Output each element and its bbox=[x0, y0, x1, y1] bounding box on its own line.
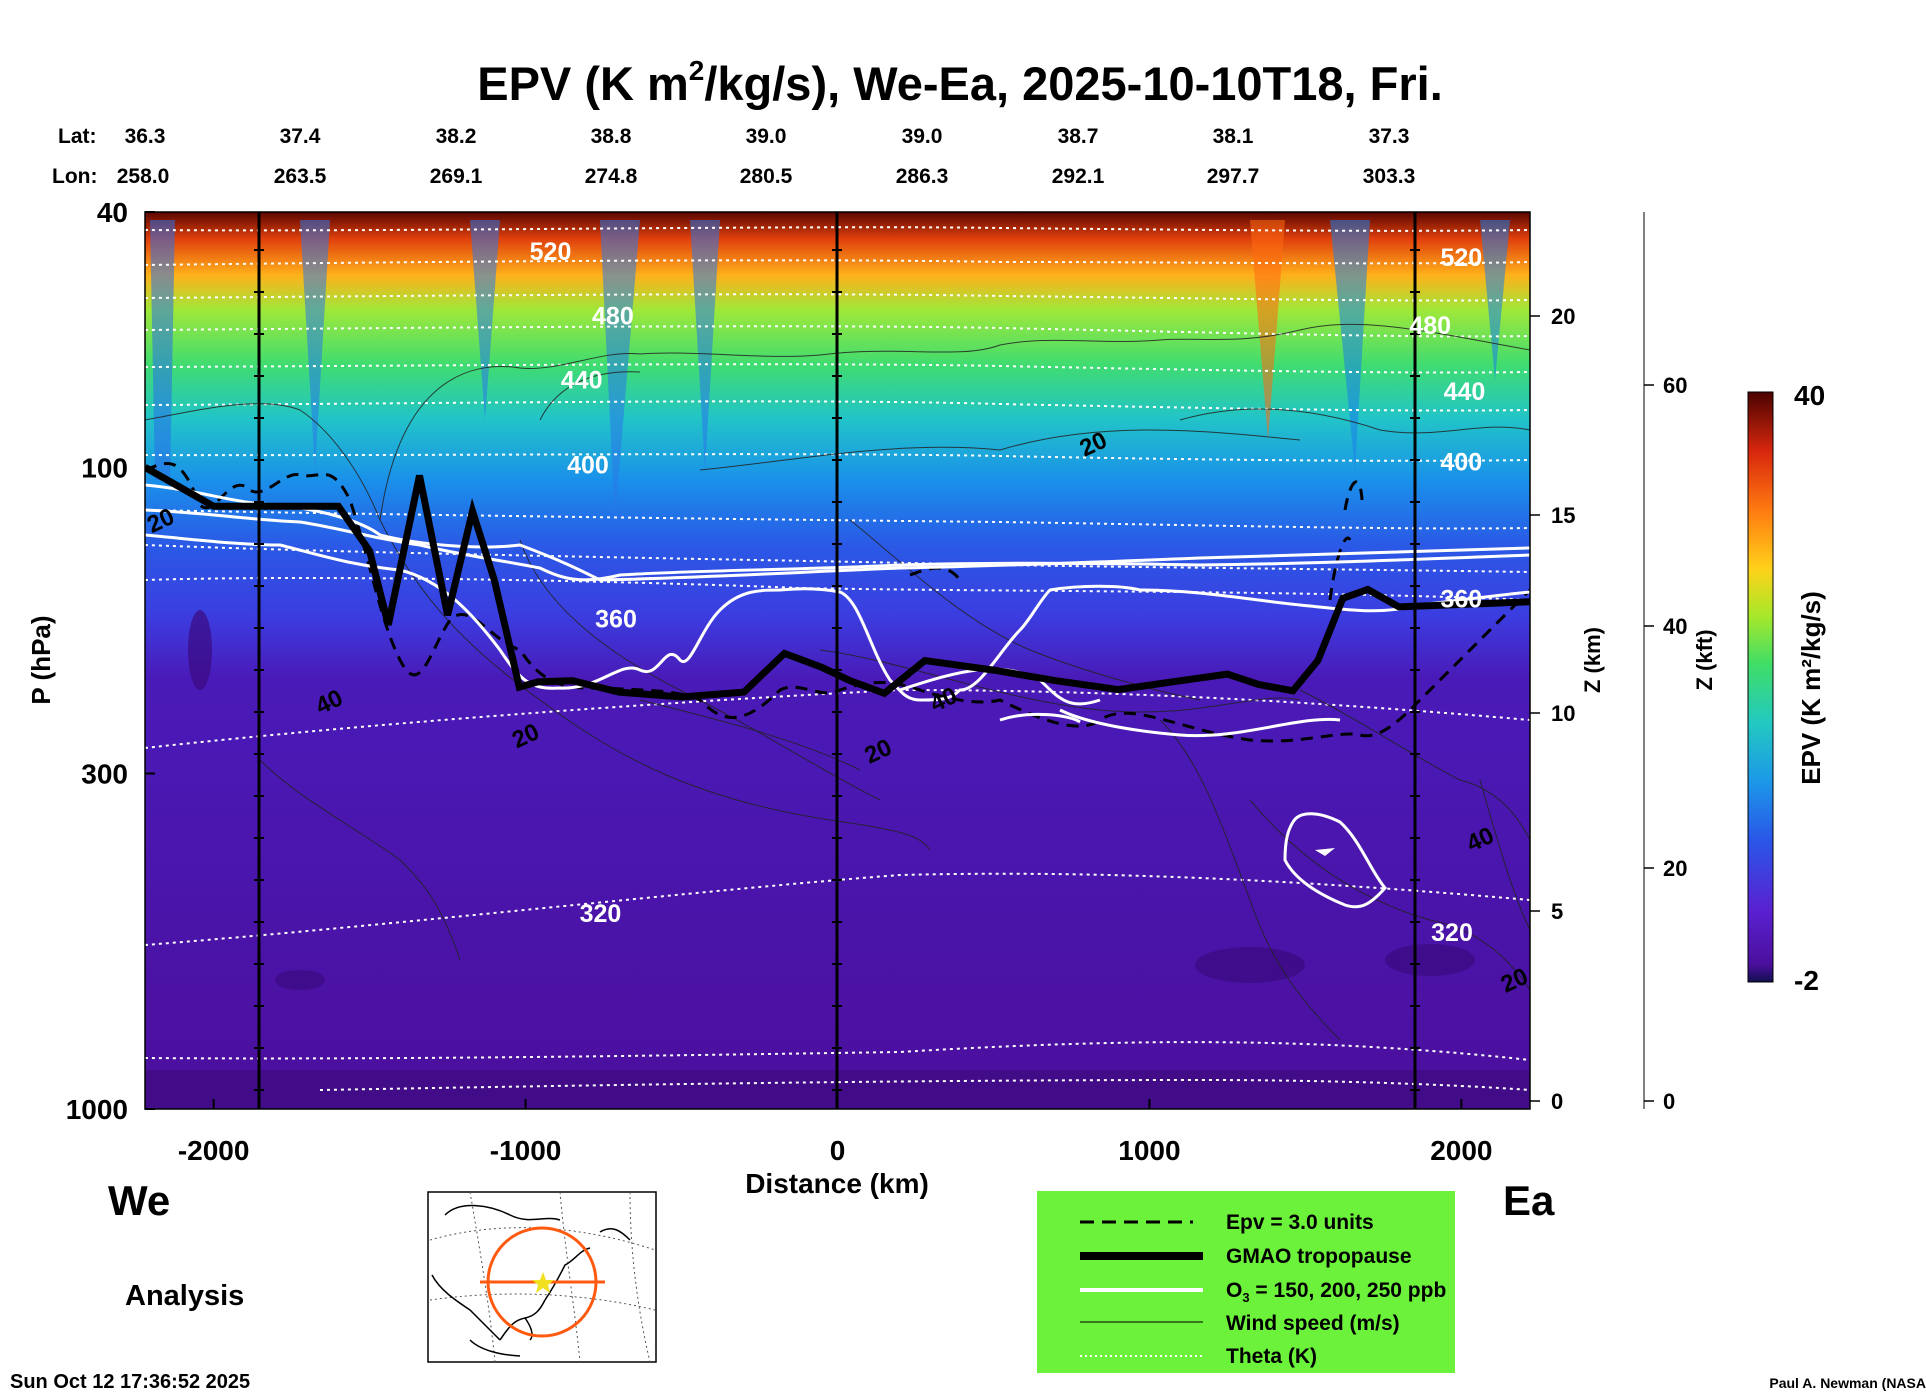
theta-label: 400 bbox=[567, 452, 609, 480]
lat-value: 39.0 bbox=[746, 125, 787, 148]
lat-value: 38.2 bbox=[436, 125, 477, 148]
theta-label: 520 bbox=[1441, 244, 1483, 272]
legend: Epv = 3.0 units GMAO tropopause O3 = 150… bbox=[1037, 1191, 1455, 1373]
ozone-blob bbox=[1283, 812, 1387, 909]
colorbar-label: EPV (K m²/kg/s) bbox=[1796, 591, 1826, 785]
theta-label: 400 bbox=[1441, 449, 1483, 477]
chart-title: EPV (K m2/kg/s), We-Ea, 2025-10-10T18, F… bbox=[477, 55, 1443, 110]
z-km-axis: 20 15 10 5 0 bbox=[1529, 212, 1575, 1114]
legend-label-ozone: O3 = 150, 200, 250 ppb bbox=[1226, 1279, 1446, 1305]
lat-value: 37.3 bbox=[1369, 125, 1410, 148]
theta-label: 440 bbox=[561, 367, 603, 395]
epv-streaks bbox=[150, 220, 1510, 520]
x-tick-label: 1000 bbox=[1118, 1135, 1180, 1166]
x-tick-label: 2000 bbox=[1430, 1135, 1492, 1166]
theta-contours bbox=[145, 226, 1530, 1091]
lon-value: 280.5 bbox=[740, 165, 793, 188]
lat-value: 38.7 bbox=[1058, 125, 1099, 148]
section-guide-lines bbox=[257, 212, 1417, 1109]
lat-value: 36.3 bbox=[125, 125, 166, 148]
legend-label-epv: Epv = 3.0 units bbox=[1226, 1211, 1374, 1234]
east-label: Ea bbox=[1503, 1177, 1555, 1224]
epv-3-contour bbox=[145, 462, 1530, 743]
z-km-tick-label: 0 bbox=[1551, 1089, 1563, 1114]
x-axis-label: Distance (km) bbox=[745, 1168, 929, 1199]
lat-values: 36.3 37.4 38.2 38.8 39.0 39.0 38.7 38.1 37.3 bbox=[125, 125, 1410, 148]
lon-value: 263.5 bbox=[274, 165, 327, 188]
theta-label: 520 bbox=[530, 238, 572, 266]
lon-values: 258.0 263.5 269.1 274.8 280.5 286.3 292.1 297.7… bbox=[117, 165, 1416, 188]
author: Paul A. Newman (NASA bbox=[1769, 1375, 1926, 1391]
analysis-label: Analysis bbox=[125, 1280, 244, 1312]
theta-label: 320 bbox=[580, 900, 622, 928]
theta-labels: 520 520 480 480 440 440 400 400 360 360 320 320 bbox=[530, 238, 1486, 947]
y-tick-label: 100 bbox=[81, 452, 128, 483]
lat-value: 37.4 bbox=[280, 125, 321, 148]
z-kft-tick-label: 0 bbox=[1663, 1089, 1675, 1114]
x-tick-label: -1000 bbox=[490, 1135, 562, 1166]
theta-label: 440 bbox=[1444, 378, 1486, 406]
gmao-tropopause bbox=[145, 464, 1530, 701]
y-axis-ticks: 40 100 300 1000 bbox=[66, 197, 155, 1125]
theta-label: 480 bbox=[1409, 312, 1451, 340]
theta-label: 360 bbox=[595, 605, 637, 633]
coastlines bbox=[431, 1204, 631, 1357]
map-star-icon bbox=[532, 1272, 554, 1293]
theta-label: 480 bbox=[592, 303, 634, 331]
x-axis-ticks: -2000 -1000 0 1000 2000 bbox=[178, 1099, 1493, 1166]
z-km-tick-label: 20 bbox=[1551, 304, 1575, 329]
lat-label: Lat: bbox=[58, 125, 97, 148]
z-km-tick-label: 15 bbox=[1551, 503, 1575, 528]
inset-map bbox=[427, 1191, 657, 1363]
theta-label: 320 bbox=[1431, 919, 1473, 947]
lon-value: 297.7 bbox=[1207, 165, 1260, 188]
y-tick-label: 40 bbox=[97, 197, 128, 228]
lon-value: 258.0 bbox=[117, 165, 170, 188]
z-kft-tick-label: 20 bbox=[1663, 856, 1687, 881]
z-km-tick-label: 5 bbox=[1551, 899, 1563, 924]
legend-label-wind: Wind speed (m/s) bbox=[1226, 1312, 1400, 1335]
x-tick-label: 0 bbox=[830, 1135, 846, 1166]
lon-value: 286.3 bbox=[896, 165, 949, 188]
z-kft-tick-label: 40 bbox=[1663, 614, 1687, 639]
z-km-tick-label: 10 bbox=[1551, 701, 1575, 726]
y-tick-label: 300 bbox=[81, 758, 128, 789]
x-tick-label: -2000 bbox=[178, 1135, 250, 1166]
lon-value: 303.3 bbox=[1363, 165, 1416, 188]
lon-value: 269.1 bbox=[430, 165, 483, 188]
timestamp: Sun Oct 12 17:36:52 2025 bbox=[10, 1371, 250, 1393]
z-km-label: Z (km) bbox=[1580, 627, 1605, 693]
colorbar-min: -2 bbox=[1794, 965, 1819, 996]
wind-speed-contours bbox=[145, 323, 1530, 1041]
y-axis-label: P (hPa) bbox=[26, 615, 56, 704]
lon-value: 292.1 bbox=[1052, 165, 1105, 188]
epv-low-patches bbox=[188, 610, 1475, 990]
legend-label-tropopause: GMAO tropopause bbox=[1226, 1245, 1412, 1268]
colorbar bbox=[1747, 391, 1774, 983]
lat-value: 38.8 bbox=[591, 125, 632, 148]
theta-label: 360 bbox=[1441, 585, 1483, 613]
lon-label: Lon: bbox=[52, 165, 97, 188]
lat-value: 39.0 bbox=[902, 125, 943, 148]
z-kft-axis: 60 40 20 0 bbox=[1643, 212, 1687, 1114]
legend-label-theta: Theta (K) bbox=[1226, 1345, 1317, 1368]
guide-ticks bbox=[254, 249, 1420, 1091]
y-tick-label: 1000 bbox=[66, 1094, 128, 1125]
west-label: We bbox=[108, 1177, 170, 1224]
z-kft-label: Z (kft) bbox=[1692, 629, 1717, 690]
z-kft-tick-label: 60 bbox=[1663, 373, 1687, 398]
colorbar-max: 40 bbox=[1794, 380, 1825, 411]
lon-value: 274.8 bbox=[585, 165, 638, 188]
lat-value: 38.1 bbox=[1213, 125, 1254, 148]
